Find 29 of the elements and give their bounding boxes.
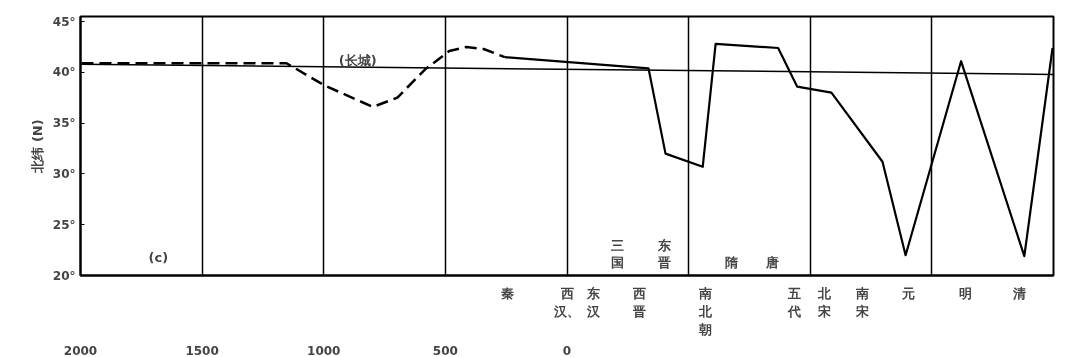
text: 清 xyxy=(1011,285,1026,301)
x-tick-label: 1000 xyxy=(307,343,341,357)
annotation: 隋 xyxy=(724,255,738,271)
y-tick-label: 20° xyxy=(52,268,76,283)
y-axis-title: 北纬 (N) xyxy=(29,119,45,174)
y-tick-label: 35° xyxy=(52,116,76,131)
annotation: 唐 xyxy=(764,255,779,271)
x-tick-label: 0 xyxy=(562,343,572,357)
annotation: (长城) xyxy=(338,53,377,69)
text: 西晋 xyxy=(631,285,646,319)
text: 东汉 xyxy=(586,285,602,319)
x-tick-label: 1500 xyxy=(185,343,219,357)
y-tick-label: 25° xyxy=(52,217,76,232)
y-tick-label: 40° xyxy=(52,65,76,80)
text: 南北朝 xyxy=(698,285,714,337)
text: 元 xyxy=(901,285,916,301)
y-tick-label: 45° xyxy=(52,14,76,29)
annotation: 东晋 xyxy=(656,238,671,271)
text: 西汉、 xyxy=(553,285,580,319)
x-tick-label: 2000 xyxy=(63,343,98,357)
y-tick-label: 30° xyxy=(52,166,76,181)
text: 五代 xyxy=(787,285,802,319)
text: 南宋 xyxy=(855,285,870,319)
x-tick-label: 500 xyxy=(432,343,458,357)
annotation: (c) xyxy=(148,250,169,266)
text: 秦 xyxy=(501,285,516,301)
text: 北宋 xyxy=(817,285,833,319)
annotation: 三国 xyxy=(611,238,625,271)
text: 明 xyxy=(959,285,973,301)
